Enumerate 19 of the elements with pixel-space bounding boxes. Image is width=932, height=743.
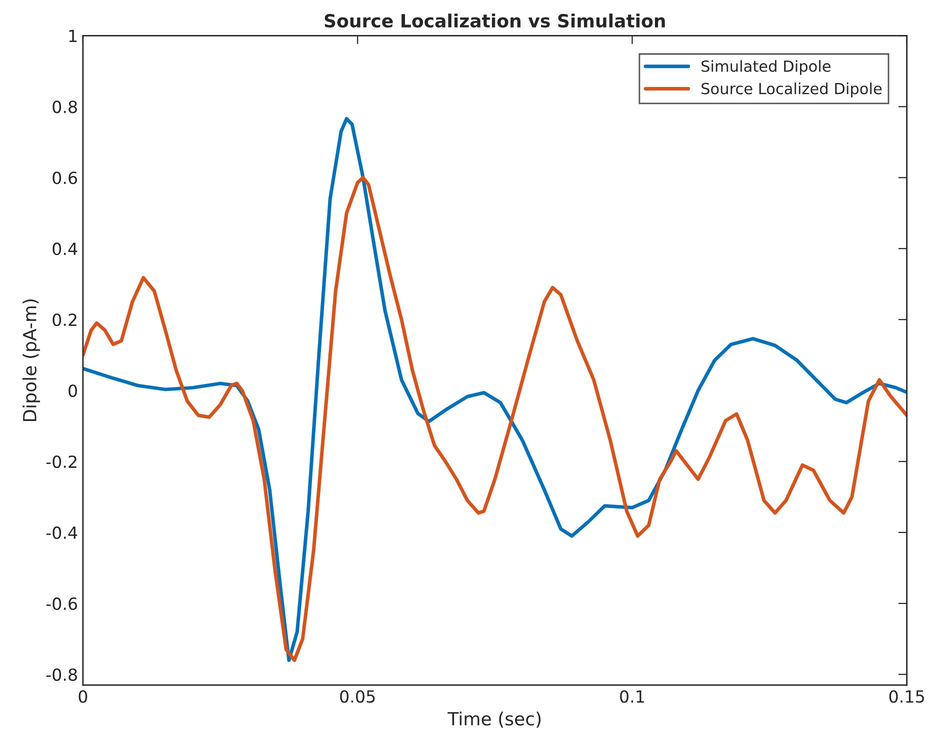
y-tick-label: -0.4	[46, 526, 78, 540]
y-tick-label: 0.2	[52, 314, 76, 326]
x-tick-label: 0.1	[620, 690, 644, 703]
x-tick-label: 0	[78, 690, 88, 703]
legend-label: Simulated Dipole	[702, 60, 830, 75]
y-axis-title: Dipole (pA-m)	[22, 299, 40, 422]
y-tick-label: -0.8	[46, 668, 77, 681]
x-tick-label: 0.15	[889, 690, 924, 703]
y-tick-label: 0.6	[52, 172, 78, 184]
legend-label: Source Localized Dipole	[702, 82, 882, 98]
y-tick-label: 0	[68, 384, 77, 398]
x-tick-label: 0.05	[340, 690, 375, 703]
y-tick-label: 0.8	[52, 100, 77, 114]
y-tick-label: 1	[69, 30, 77, 42]
y-tick-label: -0.2	[46, 455, 76, 468]
x-axis-title: Time (sec)	[448, 712, 541, 728]
y-tick-label: 0.4	[52, 242, 78, 256]
y-tick-label: -0.6	[46, 597, 78, 610]
chart-title: Source Localization vs Simulation	[324, 14, 665, 28]
